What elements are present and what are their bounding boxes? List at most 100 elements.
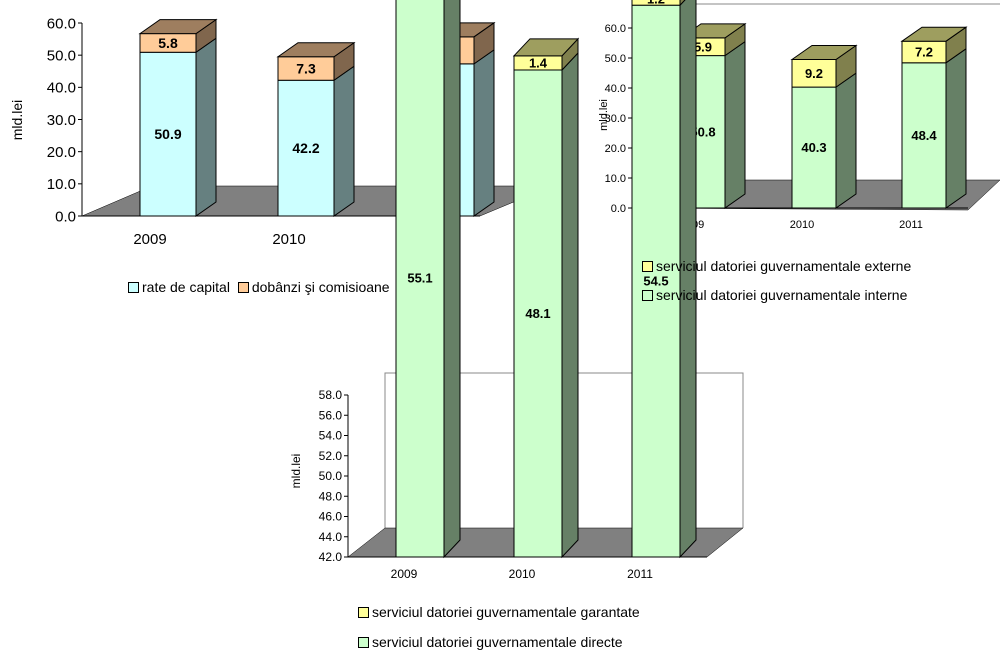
legend-item: serviciul datoriei guvernamentale garant… — [358, 604, 640, 620]
y-tick-label: 40.0 — [605, 83, 626, 95]
bar-segment: 7.3 — [276, 41, 356, 82]
bar-segment: 48.1 — [513, 51, 579, 559]
y-tick-label: 10.0 — [605, 173, 626, 185]
bar-front-face — [791, 59, 837, 88]
y-tick-label: 54.0 — [319, 429, 343, 443]
y-tick-label: 50.0 — [47, 47, 76, 64]
bar-front-face — [631, 0, 681, 6]
bar-side-face — [333, 65, 355, 217]
legend-item: rate de capital — [128, 279, 230, 295]
bar-segment: 40.3 — [791, 72, 857, 209]
data-label: 9.2 — [805, 66, 823, 81]
data-label: 50.8 — [690, 124, 715, 139]
x-tick-label: 2011 — [627, 567, 653, 581]
x-tick-label: 2011 — [899, 219, 923, 231]
y-tick-label: 42.0 — [319, 550, 343, 564]
data-label: 48.1 — [525, 306, 550, 321]
bar-front-face — [791, 86, 837, 209]
legend-item: serviciul datoriei guvernamentale extern… — [642, 258, 911, 274]
y-axis-label: mld.lei — [598, 99, 610, 131]
bar-segment: 48.4 — [901, 47, 967, 209]
legend-label: serviciul datoriei guvernamentale direct… — [372, 634, 623, 650]
data-label: 1.2 — [647, 0, 665, 7]
y-axis-label: mld.lei — [289, 454, 303, 489]
bar-segment: 1.2 — [631, 0, 686, 7]
legend-swatch — [237, 281, 249, 293]
y-tick-label: 52.0 — [319, 449, 343, 463]
data-label: 42.2 — [292, 140, 319, 156]
y-tick-label: 30.0 — [47, 112, 76, 129]
x-tick-label: 2009 — [391, 567, 418, 581]
x-tick-label: 2010 — [272, 231, 305, 248]
data-label: 5.8 — [158, 35, 178, 51]
y-tick-label: 44.0 — [319, 530, 343, 544]
bar-segment: 9.2 — [790, 44, 858, 89]
data-label: 7.2 — [915, 45, 933, 60]
bar-top-face — [138, 19, 218, 35]
legend-chart-2: serviciul datoriei guvernamentale extern… — [642, 258, 911, 303]
bar-segment: 54.5 — [631, 0, 697, 559]
bar-front-face — [513, 69, 563, 558]
bar-segment: 1.4 — [512, 37, 580, 72]
bar-top-face — [900, 26, 968, 42]
bar-segment: 5.8 — [138, 18, 218, 54]
y-tick-label: 10.0 — [47, 176, 76, 193]
bar-side-face — [724, 40, 746, 209]
legend-label: serviciul datoriei guvernamentale intern… — [656, 287, 908, 303]
data-label: 7.3 — [296, 60, 316, 76]
y-tick-label: 58.0 — [319, 388, 343, 402]
bar-front-face — [631, 4, 681, 558]
data-label: 1.4 — [529, 55, 548, 70]
data-label: 48.4 — [911, 128, 937, 143]
bar-side-face — [679, 0, 686, 7]
bar-front-face — [395, 0, 445, 558]
data-label: 5.9 — [694, 39, 712, 54]
legend-item: serviciul datoriei guvernamentale direct… — [358, 634, 640, 650]
y-tick-label: 50.0 — [605, 53, 626, 65]
data-label: 55.1 — [407, 271, 432, 286]
legend-item: dobânzi şi comisioane — [237, 279, 390, 295]
y-tick-label: 0.0 — [611, 203, 626, 215]
bar-segment: 50.9 — [139, 37, 217, 217]
bar-top-face — [276, 42, 356, 58]
legend-swatch — [358, 606, 369, 618]
legend-swatch — [128, 281, 139, 293]
y-tick-label: 30.0 — [605, 113, 626, 125]
bar-side-face — [679, 0, 697, 559]
x-tick-label: 2009 — [133, 231, 166, 248]
bar-segment: 42.2 — [277, 65, 355, 217]
data-label: 50.9 — [154, 126, 181, 142]
legend-label: serviciul datoriei guvernamentale garant… — [372, 604, 640, 620]
y-tick-label: 20.0 — [605, 143, 626, 155]
bar-side-face — [835, 72, 857, 209]
data-label: 40.3 — [801, 140, 826, 155]
x-tick-label: 2010 — [509, 567, 536, 581]
y-tick-label: 40.0 — [47, 80, 76, 97]
bar-side-face — [473, 48, 495, 217]
data-label: 54.5 — [643, 274, 668, 289]
legend-item: serviciul datoriei guvernamentale intern… — [642, 287, 911, 303]
bar-segment: 7.2 — [900, 26, 968, 64]
y-tick-label: 56.0 — [319, 408, 343, 422]
x-tick-label: 2010 — [790, 219, 814, 231]
y-tick-label: 46.0 — [319, 510, 343, 524]
legend-label: dobânzi şi comisioane — [251, 279, 390, 295]
bar-side-face — [195, 37, 217, 217]
chart-1: 0.0 10.0 20.0 30.0 40.0 50.0 60.0 mld.lei 50.9 5.… — [9, 15, 553, 248]
chart-3: 42.0 44.0 46.0 48.0 50.0 52.0 54.0 56.0 58.0 mld.… — [289, 0, 744, 581]
y-tick-label: 0.0 — [55, 208, 76, 225]
y-tick-label: 60.0 — [47, 15, 76, 32]
bar-side-face — [945, 47, 967, 209]
bar-side-face — [443, 0, 461, 559]
bar-front-face — [139, 51, 197, 217]
y-tick-label: 20.0 — [47, 144, 76, 161]
legend-swatch — [642, 260, 653, 272]
legend-label: rate de capital — [142, 279, 230, 295]
y-tick-label: 48.0 — [319, 489, 343, 503]
legend-chart-1: rate de capital dobânzi şi comisioane — [128, 279, 394, 295]
y-tick-label: 50.0 — [319, 469, 343, 483]
legend-swatch — [358, 636, 369, 648]
bar-front-face — [901, 62, 947, 209]
y-axis-label: mld.lei — [9, 100, 25, 140]
bar-side-face — [561, 51, 579, 559]
